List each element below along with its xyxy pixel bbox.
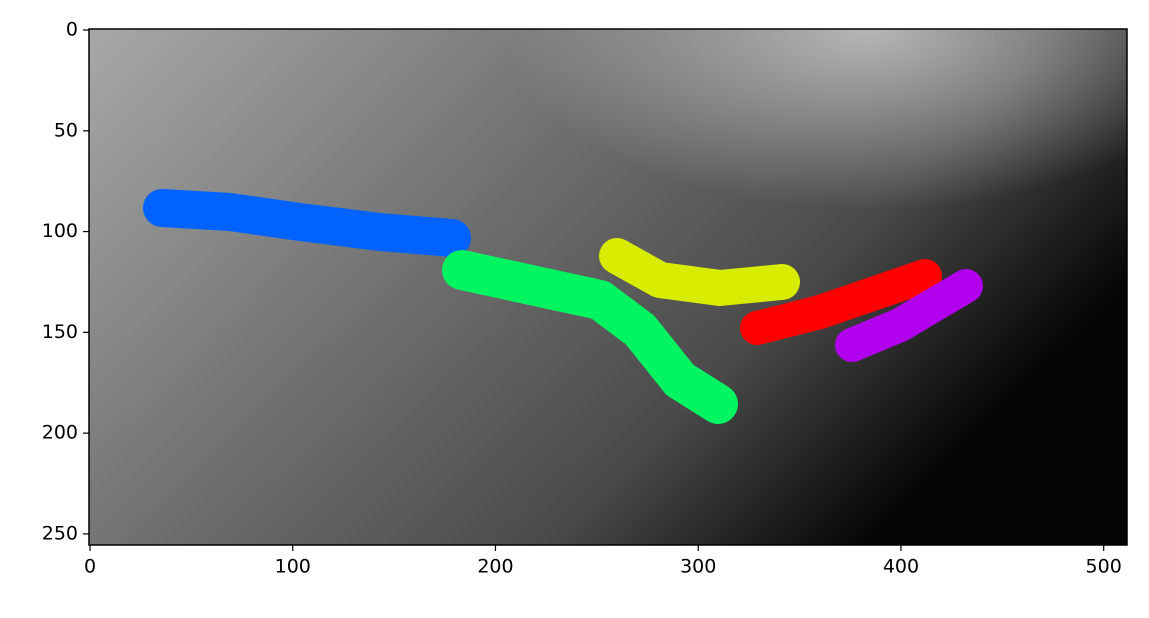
x-tick-label: 500 xyxy=(1086,556,1122,578)
y-tick-label: 150 xyxy=(42,321,78,343)
axes-frame xyxy=(88,28,1128,546)
x-tick-label: 200 xyxy=(477,556,513,578)
y-tick-label: 250 xyxy=(42,522,78,544)
image xyxy=(89,29,1127,545)
x-tick-label: 400 xyxy=(883,556,919,578)
purple-blob xyxy=(835,269,983,362)
y-tick-label: 100 xyxy=(42,220,78,242)
y-tick-label: 50 xyxy=(54,119,78,141)
x-tick-label: 100 xyxy=(275,556,311,578)
x-tick-label: 0 xyxy=(84,556,96,578)
blue-blob xyxy=(143,189,471,257)
red-blob xyxy=(740,259,942,345)
y-tick-label: 0 xyxy=(66,19,78,41)
y-tick-label: 200 xyxy=(42,422,78,444)
x-tick-label: 300 xyxy=(680,556,716,578)
green-blob xyxy=(442,250,738,424)
yellow-blob xyxy=(599,238,800,306)
